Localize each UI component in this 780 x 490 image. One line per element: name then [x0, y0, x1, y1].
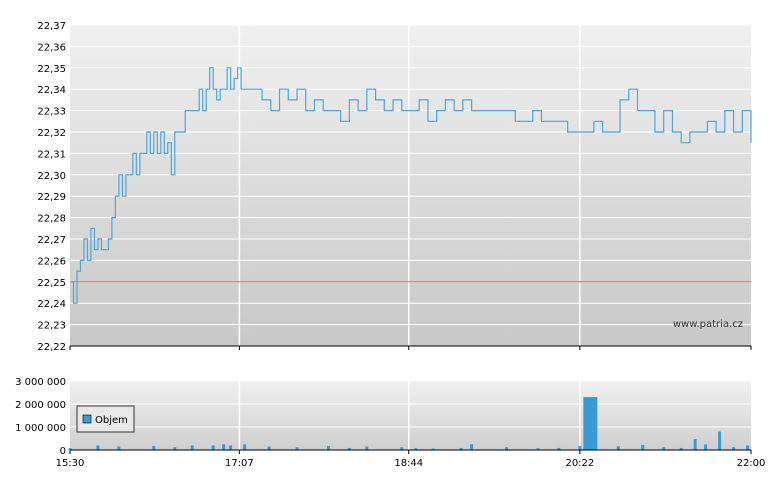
volume-bar	[732, 447, 736, 450]
price-y-tick-label: 22,23	[37, 321, 66, 332]
x-tick-label: 15:30	[56, 458, 85, 469]
volume-bar	[431, 448, 435, 450]
price-y-tick-label: 22,22	[37, 342, 66, 353]
volume-x-axis: 15:30 17:07 18:44 20:22 22:00	[56, 449, 766, 469]
volume-bar	[173, 447, 177, 450]
volume-bars	[68, 397, 750, 450]
volume-bar	[211, 445, 215, 450]
volume-bar	[718, 431, 722, 450]
volume-y-tick-label: 2 000 000	[15, 400, 66, 411]
volume-bar	[459, 447, 463, 450]
volume-bar	[414, 448, 418, 450]
price-y-tick-label: 22,27	[37, 235, 66, 246]
volume-plot-area	[70, 381, 751, 450]
volume-bar	[536, 448, 540, 450]
volume-bar	[693, 438, 697, 450]
volume-bar	[295, 447, 299, 450]
volume-bar	[243, 444, 247, 450]
volume-bar	[400, 447, 404, 450]
volume-bar	[641, 444, 645, 450]
price-y-tick-label: 22,34	[37, 85, 66, 96]
watermark-text: www.patria.cz	[673, 319, 743, 330]
legend: Objem	[76, 405, 135, 433]
x-tick-label: 17:07	[225, 458, 254, 469]
volume-bar	[679, 447, 683, 450]
price-y-tick-label: 22,33	[37, 107, 66, 118]
volume-bar	[96, 445, 100, 450]
volume-bar	[746, 445, 750, 450]
x-tick-label: 20:22	[565, 458, 594, 469]
volume-y-tick-label: 3 000 000	[15, 377, 66, 388]
legend-swatch	[82, 414, 92, 424]
price-x-ticks	[69, 345, 752, 350]
volume-bar	[662, 447, 666, 450]
legend-label: Objem	[95, 415, 128, 426]
x-tick-label: 18:44	[394, 458, 423, 469]
volume-bar	[583, 397, 598, 450]
volume-y-tick-label: 1 000 000	[15, 423, 66, 434]
volume-bar	[267, 446, 271, 450]
volume-bar	[505, 447, 509, 450]
price-series-line	[70, 67, 752, 304]
volume-bar	[152, 445, 156, 450]
volume-bar	[704, 444, 708, 450]
price-plot-area	[70, 25, 751, 346]
price-y-tick-label: 22,30	[37, 171, 66, 182]
price-y-tick-label: 22,26	[37, 256, 66, 267]
volume-bar	[470, 444, 474, 450]
price-y-axis: 22,37 22,36 22,35 22,34 22,33 22,32 22,31 22,30…	[37, 21, 66, 353]
volume-bar	[616, 446, 620, 450]
price-y-tick-label: 22,37	[37, 21, 66, 32]
volume-bar	[365, 446, 369, 450]
volume-y-tick-label: 0	[60, 446, 66, 457]
price-y-tick-label: 22,32	[37, 128, 66, 139]
volume-bar	[190, 445, 194, 450]
price-y-tick-label: 22,31	[37, 149, 66, 160]
volume-bar	[68, 448, 72, 450]
volume-bar	[229, 445, 233, 450]
volume-bar	[326, 445, 330, 450]
price-y-tick-label: 22,35	[37, 64, 66, 75]
price-y-tick-label: 22,28	[37, 214, 66, 225]
volume-bar	[117, 446, 121, 450]
volume-bar	[578, 445, 582, 450]
volume-bar	[347, 447, 351, 450]
price-y-tick-label: 22,29	[37, 192, 66, 203]
price-y-tick-label: 22,24	[37, 299, 66, 310]
volume-bar	[222, 444, 226, 450]
volume-bar	[557, 447, 561, 450]
price-y-tick-label: 22,36	[37, 42, 66, 53]
volume-y-axis: 3 000 000 2 000 000 1 000 000 0	[15, 377, 66, 457]
x-tick-label: 22:00	[737, 458, 766, 469]
price-y-tick-label: 22,25	[37, 278, 66, 289]
